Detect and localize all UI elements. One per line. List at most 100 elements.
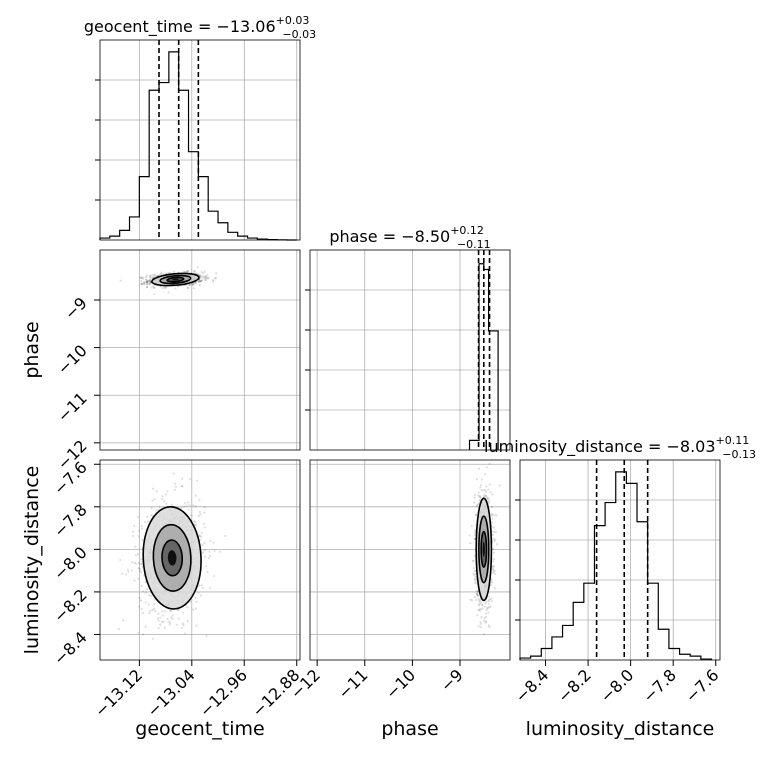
panel-2d-phase-luminosity-distance-point-191 (486, 496, 489, 499)
panel-2d-phase-luminosity-distance-point-663 (491, 493, 494, 496)
panel-2d-geocent-time-phase-point-439 (194, 270, 197, 273)
xtick-label-geocent-time-1: −13.04 (143, 665, 198, 720)
panel-2d-phase-luminosity-distance-point-125 (477, 467, 480, 470)
panel-2d-phase-luminosity-distance-point-434 (477, 609, 480, 612)
panel-2d-geocent-time-luminosity-distance-point-778 (202, 522, 206, 525)
title-luminosity-distance-minus: −0.13 (722, 448, 756, 461)
panel-2d-geocent-time-phase-point-762 (142, 281, 145, 284)
panel-2d-geocent-time-luminosity-distance-point-546 (137, 566, 140, 570)
panel-hist-luminosity-distance (515, 459, 721, 661)
panel-hist-phase-bg (310, 250, 510, 450)
title-geocent-time-value: −13.06 (216, 17, 275, 36)
panel-2d-geocent-time-luminosity-distance-point-208 (147, 603, 150, 606)
panel-2d-geocent-time-luminosity-distance-point-73 (127, 570, 130, 573)
panel-2d-geocent-time-phase-point-231 (182, 270, 185, 273)
xtick-label-luminosity-distance-1: −8.2 (554, 665, 595, 706)
panel-2d-geocent-time-phase-point-0 (211, 278, 215, 282)
panel-2d-geocent-time-phase-point-375 (148, 282, 151, 285)
panel-2d-geocent-time-phase-point-694 (198, 274, 202, 278)
panel-2d-geocent-time-phase-point-647 (145, 274, 149, 277)
panel-2d-geocent-time-phase-point-428 (146, 280, 149, 283)
panel-2d-geocent-time-luminosity-distance-point-109 (133, 579, 136, 582)
panel-2d-geocent-time-luminosity-distance-point-897 (149, 609, 152, 613)
panel-2d-geocent-time-luminosity-distance-point-460 (198, 510, 201, 514)
panel-2d-geocent-time-luminosity-distance-point-674 (203, 549, 207, 552)
panel-2d-phase-luminosity-distance-point-235 (490, 597, 493, 600)
panel-2d-phase-luminosity-distance-point-514 (498, 484, 501, 487)
panel-2d-phase-luminosity-distance-point-683 (495, 543, 499, 546)
panel-2d-phase-luminosity-distance-point-539 (491, 571, 494, 575)
panel-2d-phase-luminosity-distance-point-725 (485, 485, 488, 488)
title-geocent-time-plus: +0.03 (276, 14, 310, 27)
title-luminosity-distance-text: luminosity_distance (484, 437, 643, 457)
panel-2d-geocent-time-phase-point-258 (192, 270, 196, 273)
panel-2d-geocent-time-luminosity-distance-point-479 (174, 482, 177, 486)
title-phase-value: −8.50 (401, 227, 450, 246)
panel-2d-geocent-time-luminosity-distance-point-804 (181, 485, 184, 488)
panel-2d-geocent-time-phase-point-357 (154, 274, 157, 277)
panel-2d-phase-luminosity-distance-point-184 (479, 496, 483, 499)
panel-2d-geocent-time-phase-point-857 (148, 276, 152, 279)
xtick-label-phase-1: −11 (334, 665, 371, 702)
panel-2d-geocent-time-luminosity-distance-point-610 (167, 620, 170, 623)
panel-2d-phase-luminosity-distance-point-892 (490, 514, 494, 517)
xlabel-geocent-time: geocent_time (135, 718, 264, 740)
panel-2d-phase-luminosity-distance-point-356 (487, 611, 490, 614)
panel-2d-geocent-time-phase-point-532 (149, 274, 152, 277)
panel-2d-geocent-time-phase-point-626 (167, 291, 170, 294)
panel-2d-phase-luminosity-distance-point-454 (487, 602, 490, 606)
panel-2d-geocent-time-luminosity-distance-point-769 (193, 520, 196, 523)
panel-2d-phase-luminosity-distance-point-423 (492, 547, 495, 551)
panel-2d-phase-luminosity-distance-point-664 (487, 499, 491, 503)
panel-2d-geocent-time-phase-point-828 (139, 276, 142, 280)
panel-2d-phase-luminosity-distance-point-15 (483, 617, 486, 620)
panel-2d-geocent-time-luminosity-distance-point-23 (133, 524, 136, 528)
panel-2d-geocent-time-phase-point-420 (163, 286, 166, 289)
panel-2d-geocent-time-luminosity-distance-point-373 (139, 562, 142, 565)
panel-2d-geocent-time-phase-point-180 (193, 282, 196, 285)
panel-2d-geocent-time-phase-point-382 (186, 287, 189, 290)
panel-2d-phase-luminosity-distance-point-258 (491, 567, 494, 570)
panel-2d-phase-luminosity-distance-point-822 (485, 607, 489, 610)
panel-2d-geocent-time-luminosity-distance-point-760 (159, 616, 162, 619)
panel-2d-geocent-time-luminosity-distance-point-471 (188, 504, 191, 507)
panel-2d-phase-luminosity-distance-point-157 (475, 592, 479, 595)
panel-2d-phase-luminosity-distance-point-316 (480, 478, 483, 481)
panel-2d-geocent-time-phase-point-244 (150, 276, 153, 279)
panel-2d-geocent-time-luminosity-distance-point-364 (132, 534, 135, 538)
panel-2d-phase-luminosity-distance-point-336 (473, 578, 476, 581)
panel-hist-luminosity-distance-step (519, 471, 713, 660)
panel-2d-geocent-time-luminosity-distance-point-0 (201, 551, 204, 554)
panel-2d-geocent-time-luminosity-distance-point-351 (137, 515, 140, 518)
panel-2d-phase-luminosity-distance-point-242 (477, 494, 480, 497)
panel-2d-geocent-time-luminosity-distance-point-362 (181, 622, 185, 625)
panel-2d-phase-luminosity-distance-point-620 (490, 599, 493, 603)
panel-2d-geocent-time-luminosity-distance-point-647 (180, 485, 183, 488)
xtick-label-luminosity-distance-2: −8.0 (597, 665, 638, 706)
panel-2d-geocent-time-luminosity-distance-point-141 (163, 500, 166, 503)
panel-2d-geocent-time-phase-point-806 (191, 282, 194, 285)
panel-2d-geocent-time-luminosity-distance-point-286 (177, 609, 180, 612)
panel-2d-phase-luminosity-distance-point-657 (473, 537, 476, 541)
panel-2d-geocent-time-phase-point-566 (146, 285, 149, 289)
title-luminosity-distance: luminosity_distance = −8.03+0.11 −0.13 (484, 434, 756, 461)
panel-2d-geocent-time-phase-point-386 (172, 270, 175, 273)
panel-2d-phase-luminosity-distance-point-337 (476, 614, 479, 617)
panel-2d-phase-luminosity-distance-point-564 (476, 503, 479, 506)
panel-2d-phase-luminosity-distance-point-238 (481, 603, 484, 606)
panel-2d-geocent-time-luminosity-distance-point-321 (203, 506, 206, 509)
panel-2d-phase-luminosity-distance-point-275 (479, 625, 483, 629)
panel-2d-geocent-time-phase-point-855 (152, 275, 155, 278)
panel-2d-geocent-time-phase-point-790 (200, 274, 203, 278)
panel-2d-phase-luminosity-distance-point-352 (490, 581, 494, 584)
panel-2d-phase-luminosity-distance-point-542 (485, 466, 488, 469)
panel-2d-geocent-time-phase-point-753 (145, 286, 149, 289)
panel-2d-geocent-time-luminosity-distance-point-800 (144, 580, 147, 584)
title-luminosity-distance-value: −8.03 (666, 437, 715, 456)
panel-2d-geocent-time-phase-point-634 (140, 282, 143, 286)
panel-2d-phase-luminosity-distance-point-530 (488, 483, 491, 486)
panel-2d-geocent-time-luminosity-distance-point-253 (144, 601, 147, 604)
panel-2d-geocent-time-luminosity-distance-point-219 (182, 505, 186, 508)
panel-2d-geocent-time-luminosity-distance-point-669 (195, 479, 199, 482)
